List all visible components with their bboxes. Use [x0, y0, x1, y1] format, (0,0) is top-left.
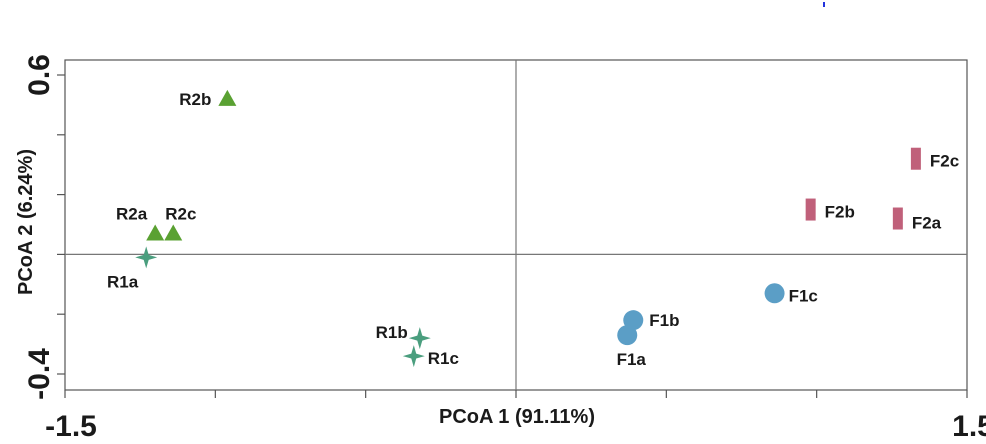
label-r2a: R2a: [116, 204, 148, 223]
point-f1c: [764, 283, 785, 304]
point-f2c: [910, 147, 921, 170]
y-tick-label: -0.4: [23, 348, 56, 400]
label-f1c: F1c: [789, 286, 818, 305]
data-points: [135, 89, 921, 368]
point-r2b: [218, 89, 237, 106]
reference-lines: [65, 60, 967, 390]
label-f2b: F2b: [825, 203, 855, 222]
point-f1a: [617, 325, 638, 346]
label-r2c: R2c: [165, 204, 196, 223]
label-r1b: R1b: [376, 323, 408, 342]
x-tick-label: 1.5: [952, 410, 986, 443]
label-f2a: F2a: [912, 214, 942, 233]
point-r2a: [146, 224, 165, 241]
point-f1b: [623, 310, 644, 331]
point-r1b: [408, 327, 431, 350]
label-f2c: F2c: [930, 152, 959, 171]
axes: 0.6 -0.4 -1.5 1.5: [23, 54, 986, 443]
label-f1b: F1b: [649, 311, 679, 330]
label-r1c: R1c: [428, 349, 459, 368]
point-r1a: [135, 246, 158, 269]
point-r1c: [402, 345, 425, 368]
stray-mark: [823, 2, 825, 7]
point-r2c: [164, 224, 183, 241]
label-r1a: R1a: [107, 272, 139, 291]
point-f2b: [805, 198, 816, 221]
point-labels: R2b R2a R2c R1a R1b R1c F1a F1b F1c F2a F2b F2c: [107, 90, 959, 369]
y-axis-title: PCoA 2 (6.24%): [15, 149, 37, 295]
x-axis-title: PCoA 1 (91.11%): [439, 406, 595, 428]
label-f1a: F1a: [617, 350, 647, 369]
y-tick-label: 0.6: [23, 54, 56, 96]
x-tick-label: -1.5: [45, 410, 97, 443]
label-r2b: R2b: [179, 90, 211, 109]
point-f2a: [892, 207, 903, 230]
